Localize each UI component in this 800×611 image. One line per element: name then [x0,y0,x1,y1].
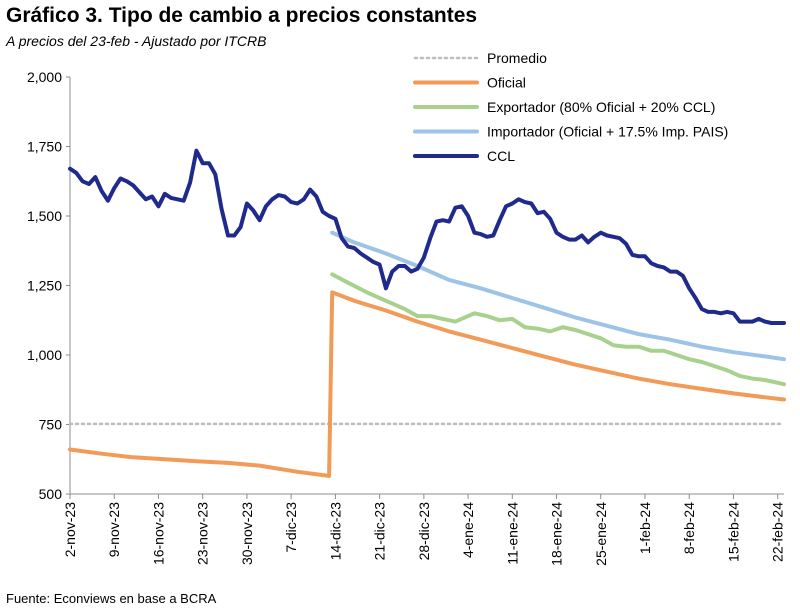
x-tick-label: 14-dic-23 [327,502,343,561]
legend-label-4: CCL [487,148,515,164]
x-tick-label: 18-ene-24 [549,502,565,566]
series-line-3 [330,230,786,362]
x-tick-label: 22-feb-24 [770,502,786,562]
x-tick-label: 25-ene-24 [593,502,609,566]
legend-label-1: Oficial [487,75,526,91]
x-tick-label: 15-feb-24 [725,502,741,562]
chart-subtitle: A precios del 23-feb - Ajustado por ITCR… [6,33,267,49]
legend-label-0: Promedio [487,50,547,66]
x-tick-label: 1-feb-24 [637,502,653,554]
x-tick-label: 28-dic-23 [416,502,432,561]
x-tick-label: 11-ene-24 [504,502,520,565]
x-tick-label: 9-nov-23 [106,502,122,557]
x-tick-label: 2-nov-23 [62,502,78,557]
series-line-4 [68,148,786,325]
axes: 500 750 1,000 1,250 1,500 1,750 2,000 2-nov-23 9… [27,69,786,566]
y-tick-label: 2,000 [27,69,62,85]
x-tick-label: 21-dic-23 [372,502,388,561]
y-tick-label: 1,750 [27,139,62,155]
series-line-2 [330,272,786,387]
x-tick-label: 16-nov-23 [150,502,166,565]
y-tick-label: 1,250 [27,278,62,294]
series-group [68,148,786,478]
legend-label-3: Importador (Oficial + 17.5% Imp. PAIS) [487,124,728,140]
legend: Promedio Oficial Exportador (80% Oficial +… [413,50,728,164]
x-tick-label: 8-feb-24 [681,502,697,554]
chart-title: Gráfico 3. Tipo de cambio a precios cons… [6,4,478,27]
y-tick-label: 1,500 [27,208,62,224]
x-tick-label: 7-dic-23 [283,502,299,553]
series-line-1 [68,290,786,478]
x-tick-label: 4-ene-24 [460,502,476,558]
y-tick-label: 750 [39,417,63,433]
y-tick-label: 1,000 [27,347,62,363]
x-tick-label: 23-nov-23 [195,502,211,565]
source-note: Fuente: Econviews en base a BCRA [6,591,217,606]
legend-label-2: Exportador (80% Oficial + 20% CCL) [487,99,715,115]
x-tick-label: 30-nov-23 [239,502,255,565]
y-tick-label: 500 [39,486,63,502]
